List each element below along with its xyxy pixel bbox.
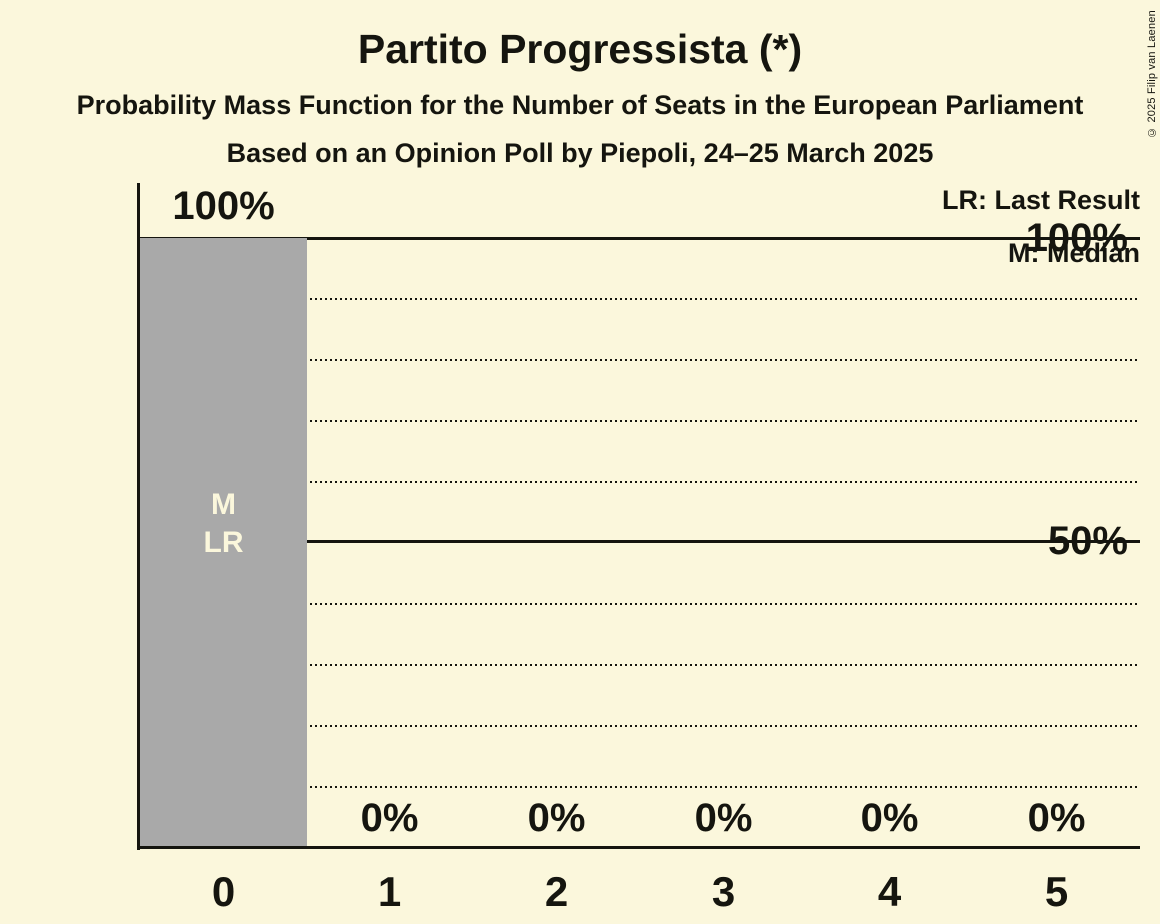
gridline-10pct [140, 786, 1140, 788]
gridline-50pct [140, 540, 1140, 543]
chart-subtitle: Probability Mass Function for the Number… [76, 90, 1084, 120]
gridline-90pct [140, 298, 1140, 300]
gridline-40pct [140, 603, 1140, 605]
last-result-marker: LR [203, 526, 244, 559]
x-axis-tick-1: 1 [377, 868, 402, 915]
value-label-seat-2: 0% [527, 796, 586, 840]
chart-poll-source: Based on an Opinion Poll by Piepoli, 24–… [226, 138, 934, 168]
value-label-seat-4: 0% [860, 796, 919, 840]
x-axis-tick-5: 5 [1044, 868, 1069, 915]
x-axis-tick-4: 4 [877, 868, 902, 915]
value-label-seat-5: 0% [1027, 796, 1086, 840]
value-label-seat-3: 0% [694, 796, 753, 840]
gridline-30pct [140, 664, 1140, 666]
bar-seat-0-markers: M LR [140, 486, 307, 562]
x-axis-tick-0: 0 [211, 868, 236, 915]
legend-last-result: LR: Last Result [941, 185, 1140, 215]
chart-title: Partito Progressista (*) [357, 26, 803, 72]
gridline-20pct [140, 725, 1140, 727]
x-axis-line [137, 846, 1140, 849]
bar-seat-0 [140, 238, 307, 846]
gridline-100pct [140, 237, 1140, 240]
x-axis-tick-3: 3 [711, 868, 736, 915]
copyright-notice: © 2025 Filip van Laenen [1146, 10, 1158, 138]
value-label-seat-1: 0% [360, 796, 419, 840]
median-marker: M [211, 488, 236, 521]
x-axis-tick-2: 2 [544, 868, 569, 915]
y-axis-line [137, 183, 140, 850]
gridline-70pct [140, 420, 1140, 422]
value-label-seat-0: 100% [172, 184, 275, 228]
gridline-80pct [140, 359, 1140, 361]
legend-median: M: Median [1008, 238, 1140, 268]
gridline-60pct [140, 481, 1140, 483]
